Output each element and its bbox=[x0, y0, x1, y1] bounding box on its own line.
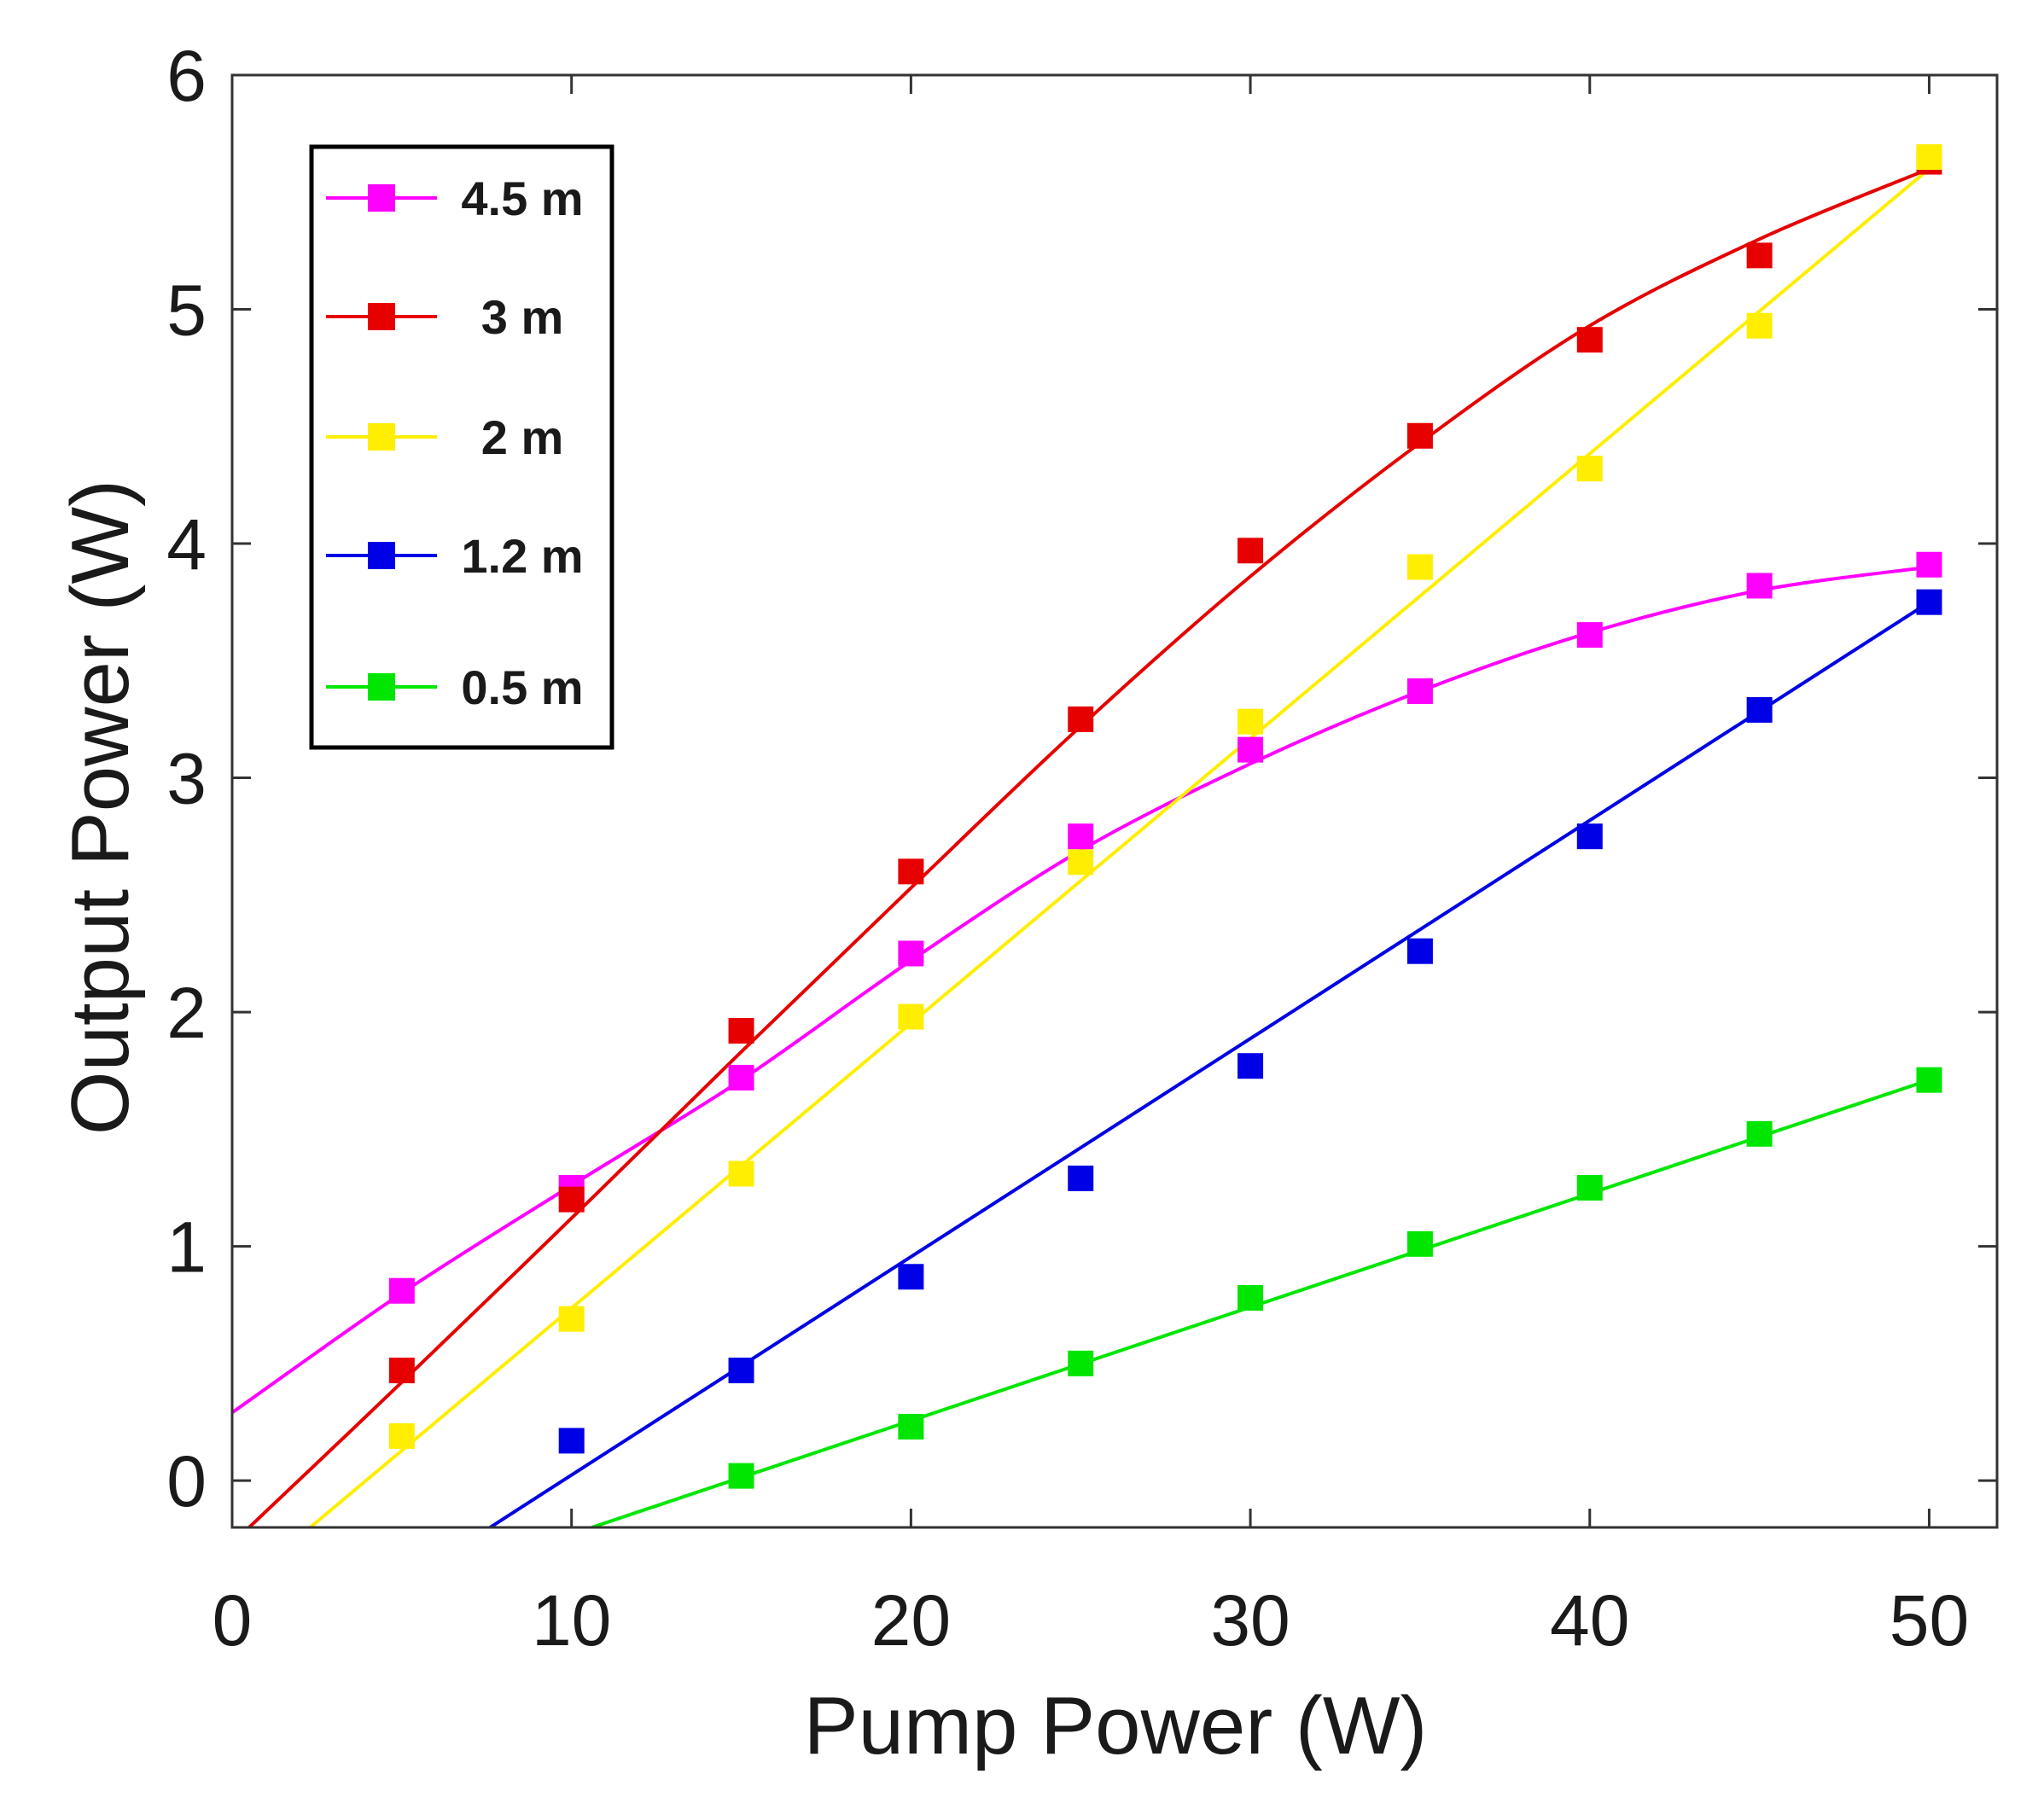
data-point-2m bbox=[1068, 849, 1094, 875]
data-point-4-5m bbox=[388, 1277, 415, 1304]
legend-marker bbox=[368, 303, 395, 330]
data-point-3m bbox=[388, 1358, 415, 1384]
fit-line-4-5m bbox=[232, 565, 1930, 1415]
y-tick-label: 6 bbox=[166, 36, 207, 116]
data-point-3m bbox=[1576, 327, 1603, 353]
legend-label: 1.2 m bbox=[461, 529, 583, 583]
data-point-4-5m bbox=[1576, 622, 1603, 649]
data-point-2m bbox=[1916, 144, 1942, 171]
x-axis-title: Pump Power (W) bbox=[804, 1680, 1428, 1771]
data-point-0-5m bbox=[1406, 1230, 1433, 1257]
data-point-1-2m bbox=[558, 1428, 585, 1454]
data-point-3m bbox=[1068, 706, 1094, 732]
legend-marker bbox=[368, 423, 395, 451]
data-point-1-2m bbox=[1576, 823, 1603, 850]
data-point-2m bbox=[1746, 312, 1773, 339]
data-point-0-5m bbox=[1237, 1284, 1264, 1311]
data-point-0-5m bbox=[728, 1463, 754, 1489]
x-tick-label: 30 bbox=[1210, 1580, 1290, 1661]
data-point-1-2m bbox=[728, 1358, 754, 1384]
data-point-0-5m bbox=[1576, 1174, 1603, 1201]
data-point-2m bbox=[558, 1306, 585, 1332]
y-tick-label: 1 bbox=[166, 1207, 207, 1288]
x-tick-label: 20 bbox=[871, 1580, 951, 1661]
data-point-0-5m bbox=[898, 1413, 924, 1440]
legend-marker bbox=[368, 673, 395, 701]
data-point-4-5m bbox=[1406, 678, 1433, 704]
data-point-2m bbox=[1406, 554, 1433, 580]
data-point-1-2m bbox=[1406, 938, 1433, 964]
data-point-3m bbox=[558, 1186, 585, 1213]
data-point-2m bbox=[388, 1422, 415, 1449]
legend: 4.5 m 3 m 2 m 1.2 m 0.5 m bbox=[309, 144, 614, 750]
fit-line-2m bbox=[309, 167, 1930, 1527]
x-tick-label: 40 bbox=[1550, 1580, 1629, 1661]
data-point-4-5m bbox=[1237, 736, 1264, 763]
legend-label: 3 m bbox=[481, 290, 564, 344]
legend-label: 0.5 m bbox=[461, 660, 583, 714]
data-point-0-5m bbox=[1916, 1067, 1942, 1093]
data-point-2m bbox=[898, 1003, 924, 1030]
data-point-4-5m bbox=[898, 940, 924, 967]
data-point-2m bbox=[1237, 708, 1264, 735]
data-point-3m bbox=[1237, 538, 1264, 564]
data-point-3m bbox=[1746, 242, 1773, 269]
plot-frame bbox=[230, 73, 1999, 1529]
data-point-3m bbox=[898, 858, 924, 885]
data-point-4-5m bbox=[1916, 551, 1942, 578]
data-point-3m bbox=[1406, 422, 1433, 449]
y-tick-label: 5 bbox=[166, 270, 207, 351]
data-point-1-2m bbox=[1916, 589, 1942, 615]
legend-marker bbox=[368, 542, 395, 569]
data-point-0-5m bbox=[1068, 1350, 1094, 1376]
y-tick-label: 2 bbox=[166, 973, 207, 1053]
data-point-1-2m bbox=[1068, 1165, 1094, 1191]
data-point-1-2m bbox=[1746, 696, 1773, 723]
data-point-1-2m bbox=[898, 1264, 924, 1290]
y-tick-label: 3 bbox=[166, 739, 207, 819]
fit-line-3m bbox=[247, 166, 1930, 1527]
y-axis-title: Output Power (W) bbox=[55, 480, 146, 1135]
data-point-2m bbox=[728, 1160, 754, 1187]
data-point-0-5m bbox=[1746, 1120, 1773, 1147]
y-tick-label: 0 bbox=[166, 1441, 207, 1521]
x-tick-label: 10 bbox=[532, 1580, 611, 1661]
x-tick-label: 0 bbox=[213, 1580, 253, 1661]
legend-marker bbox=[368, 184, 395, 212]
x-tick-label: 50 bbox=[1890, 1580, 1969, 1661]
data-point-4-5m bbox=[1746, 573, 1773, 599]
data-point-4-5m bbox=[1068, 823, 1094, 850]
data-point-2m bbox=[1576, 456, 1603, 482]
data-point-1-2m bbox=[1237, 1053, 1264, 1079]
legend-label: 4.5 m bbox=[461, 172, 583, 225]
legend-label: 2 m bbox=[481, 410, 564, 464]
data-point-3m bbox=[728, 1018, 754, 1044]
data-point-4-5m bbox=[728, 1064, 754, 1091]
y-tick-label: 4 bbox=[166, 504, 207, 585]
